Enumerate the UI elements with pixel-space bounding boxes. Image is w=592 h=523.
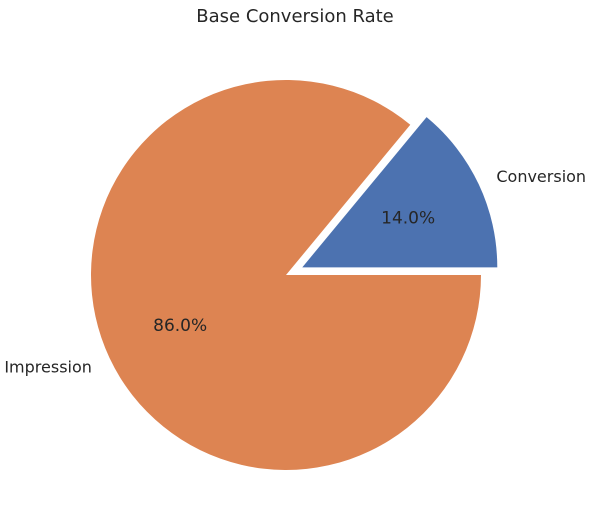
slice-percent-impression: 86.0% xyxy=(153,316,207,336)
pie-labels: Conversion 14.0% Impression 86.0% xyxy=(4,167,586,376)
slice-label-impression: Impression xyxy=(4,357,92,376)
pie-slice-conversion xyxy=(302,117,498,268)
chart-title: Base Conversion Rate xyxy=(196,6,393,27)
pie-slice-impression xyxy=(91,80,482,471)
slice-percent-conversion: 14.0% xyxy=(381,209,435,229)
slice-label-conversion: Conversion xyxy=(496,167,586,186)
pie-slices xyxy=(91,80,498,471)
